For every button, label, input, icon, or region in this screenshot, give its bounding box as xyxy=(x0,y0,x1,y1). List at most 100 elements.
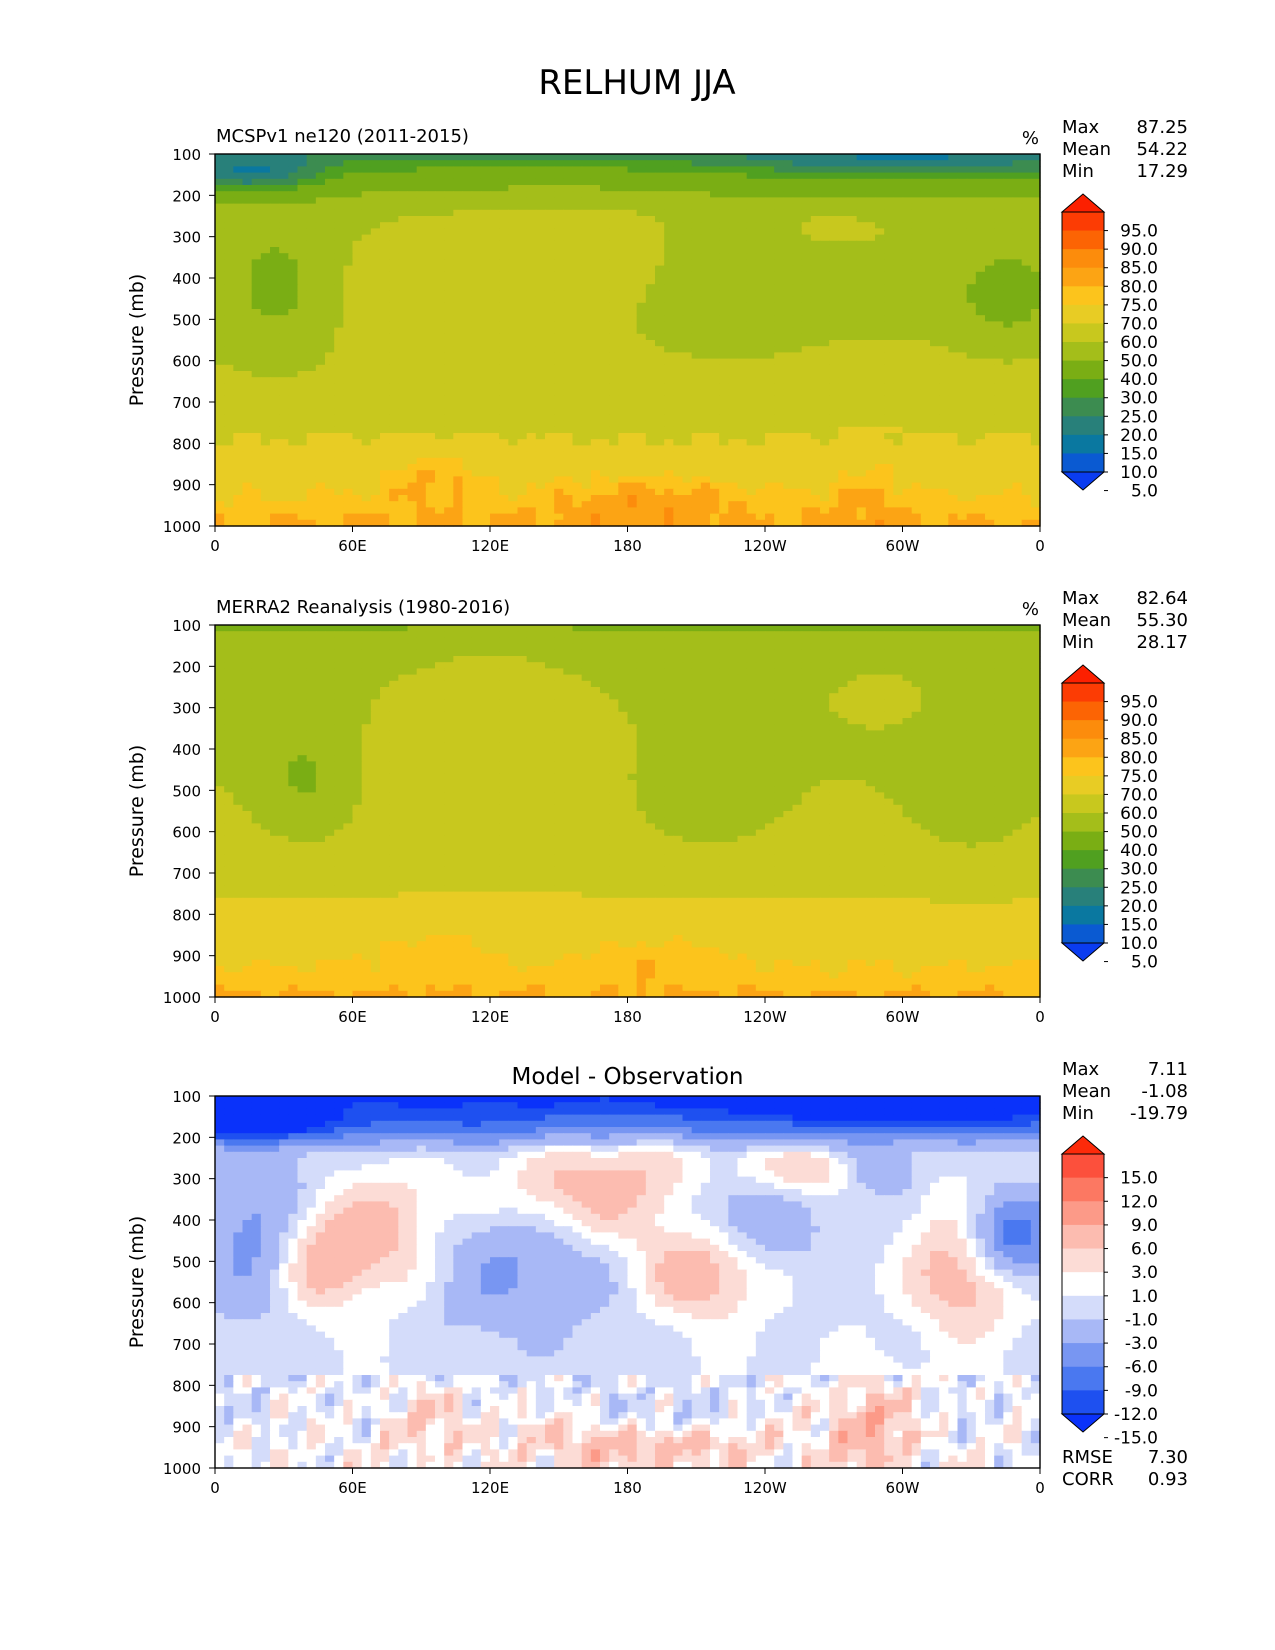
contour-cell xyxy=(774,271,784,279)
contour-cell xyxy=(801,414,812,422)
contour-cell xyxy=(902,408,913,415)
contour-cell xyxy=(902,284,913,291)
contour-cell xyxy=(902,240,913,248)
contour-cell xyxy=(361,240,372,248)
contour-cell xyxy=(508,154,519,161)
contour-cell xyxy=(856,296,867,304)
contour-cell xyxy=(664,420,674,428)
contour-cell xyxy=(838,259,849,267)
contour-cell xyxy=(306,284,317,291)
contour-cell xyxy=(545,364,555,372)
contour-cell xyxy=(361,197,372,205)
contour-cell xyxy=(407,191,418,198)
contour-cell xyxy=(746,160,757,167)
contour-cell xyxy=(865,371,876,378)
contour-cell xyxy=(865,383,876,391)
contour-cell xyxy=(884,321,894,329)
contour-cell xyxy=(737,358,748,366)
contour-cell xyxy=(856,408,867,415)
contour-cell xyxy=(1021,234,1032,242)
contour-cell xyxy=(1012,222,1023,229)
contour-cell xyxy=(920,271,931,279)
contour-cell xyxy=(462,414,473,422)
contour-cell xyxy=(352,302,363,310)
contour-cell xyxy=(957,333,968,341)
contour-cell xyxy=(820,228,830,236)
contour-cell xyxy=(407,197,418,205)
contour-cell xyxy=(985,222,995,229)
contour-cell xyxy=(893,333,904,341)
contour-cell xyxy=(215,271,225,279)
contour-cell xyxy=(728,209,739,217)
contour-cell xyxy=(425,296,436,304)
contour-cell xyxy=(407,482,418,490)
contour-cell xyxy=(490,495,500,502)
contour-cell xyxy=(618,457,629,465)
contour-cell xyxy=(975,315,986,322)
contour-cell xyxy=(700,321,711,329)
contour-cell xyxy=(994,278,1004,285)
contour-cell xyxy=(435,451,445,459)
contour-cell xyxy=(627,476,638,484)
contour-cell xyxy=(746,191,757,198)
contour-cell xyxy=(545,321,555,329)
contour-cell xyxy=(361,315,372,322)
contour-cell xyxy=(985,185,995,192)
contour-cell xyxy=(618,228,629,236)
contour-cell xyxy=(444,439,454,446)
contour-cell xyxy=(682,408,693,415)
contour-cell xyxy=(884,209,894,217)
contour-cell xyxy=(829,290,839,298)
contour-cell xyxy=(655,222,665,229)
contour-cell xyxy=(380,327,390,335)
contour-cell xyxy=(242,259,253,267)
contour-cell xyxy=(645,414,656,422)
contour-cell xyxy=(700,197,711,205)
contour-cell xyxy=(444,420,454,428)
contour-cell xyxy=(838,371,849,378)
contour-cell xyxy=(581,414,592,422)
contour-cell xyxy=(334,482,344,490)
contour-cell xyxy=(691,160,702,167)
contour-cell xyxy=(297,408,308,415)
contour-cell xyxy=(966,154,977,161)
contour-cell xyxy=(517,253,528,260)
contour-cell xyxy=(746,389,757,397)
contour-cell xyxy=(765,284,775,291)
contour-cell xyxy=(425,321,436,329)
contour-cell xyxy=(746,222,757,229)
contour-cell xyxy=(765,482,775,490)
contour-cell xyxy=(792,265,803,273)
contour-cell xyxy=(911,439,922,446)
contour-cell xyxy=(985,364,995,372)
contour-cell xyxy=(224,371,234,378)
contour-cell xyxy=(554,464,564,471)
contour-cell xyxy=(251,240,262,248)
contour-cell xyxy=(490,420,500,428)
contour-cell xyxy=(682,259,693,267)
contour-cell xyxy=(719,377,729,384)
contour-cell xyxy=(233,271,244,279)
contour-cell xyxy=(370,240,381,248)
contour-cell xyxy=(224,234,234,242)
contour-cell xyxy=(1021,216,1032,223)
contour-cell xyxy=(920,426,931,434)
contour-cell xyxy=(884,216,894,223)
contour-cell xyxy=(508,209,519,217)
contour-cell xyxy=(453,445,464,453)
contour-cell xyxy=(279,371,289,378)
contour-cell xyxy=(260,402,271,409)
contour-cell xyxy=(700,414,711,422)
contour-cell xyxy=(389,172,399,180)
contour-cell xyxy=(306,402,317,409)
contour-cell xyxy=(902,451,913,459)
contour-cell xyxy=(847,278,858,285)
contour-cell xyxy=(260,302,271,310)
contour-cell xyxy=(829,420,839,428)
contour-cell xyxy=(691,321,702,329)
contour-cell xyxy=(994,457,1004,465)
contour-cell xyxy=(380,414,390,422)
contour-cell xyxy=(260,271,271,279)
contour-cell xyxy=(1012,185,1023,192)
contour-cell xyxy=(746,482,757,490)
